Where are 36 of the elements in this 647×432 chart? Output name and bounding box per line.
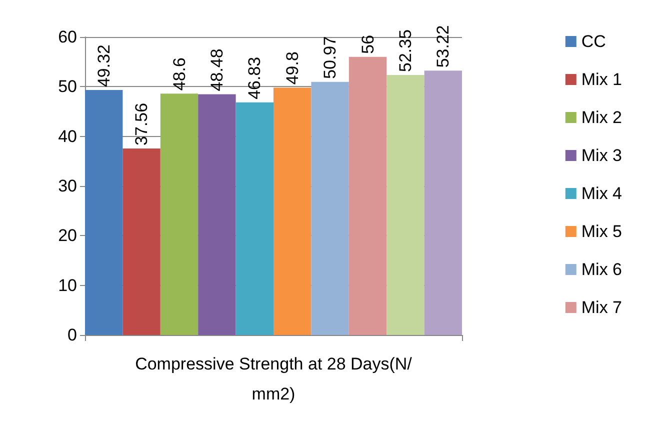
data-label: 56 (358, 34, 378, 54)
legend-label: CC (581, 32, 606, 51)
legend-label: Mix 2 (581, 108, 622, 127)
legend-label: Mix 4 (581, 184, 622, 203)
y-tick-label: 60 (58, 28, 77, 46)
y-tick-label: 10 (58, 276, 77, 295)
data-label: 49.32 (94, 44, 114, 88)
data-label: 53.22 (434, 25, 453, 68)
data-label: 52.35 (396, 29, 415, 72)
data-label: 50.97 (320, 36, 340, 79)
bar (236, 102, 274, 335)
bar (198, 94, 236, 335)
y-tick-label: 30 (58, 176, 77, 196)
bar (386, 74, 424, 335)
y-tick-label: 40 (58, 126, 77, 146)
y-tick-label: 50 (58, 77, 77, 96)
legend-label: Mix 7 (581, 298, 622, 317)
data-label: 48.6 (170, 58, 189, 91)
x-tick-label: Compressive Strength at 28 Days(N/mm2) (135, 354, 412, 404)
bar (122, 148, 160, 335)
legend-label: Mix 6 (581, 260, 622, 279)
bar (424, 70, 462, 335)
data-label: 49.8 (282, 52, 302, 85)
legend-label: Mix 3 (581, 146, 622, 165)
bar (85, 90, 123, 335)
data-label: 37.56 (132, 102, 152, 146)
legend-label: Mix 5 (581, 222, 622, 241)
bar (348, 56, 387, 335)
y-tick-label: 20 (58, 226, 77, 246)
y-tick-label: 0 (68, 326, 77, 344)
data-label: 48.48 (207, 48, 226, 92)
data-label: 46.83 (245, 56, 264, 100)
bar (274, 88, 312, 335)
bar (160, 94, 198, 335)
bar (311, 82, 349, 335)
legend-label: Mix 1 (581, 70, 622, 89)
